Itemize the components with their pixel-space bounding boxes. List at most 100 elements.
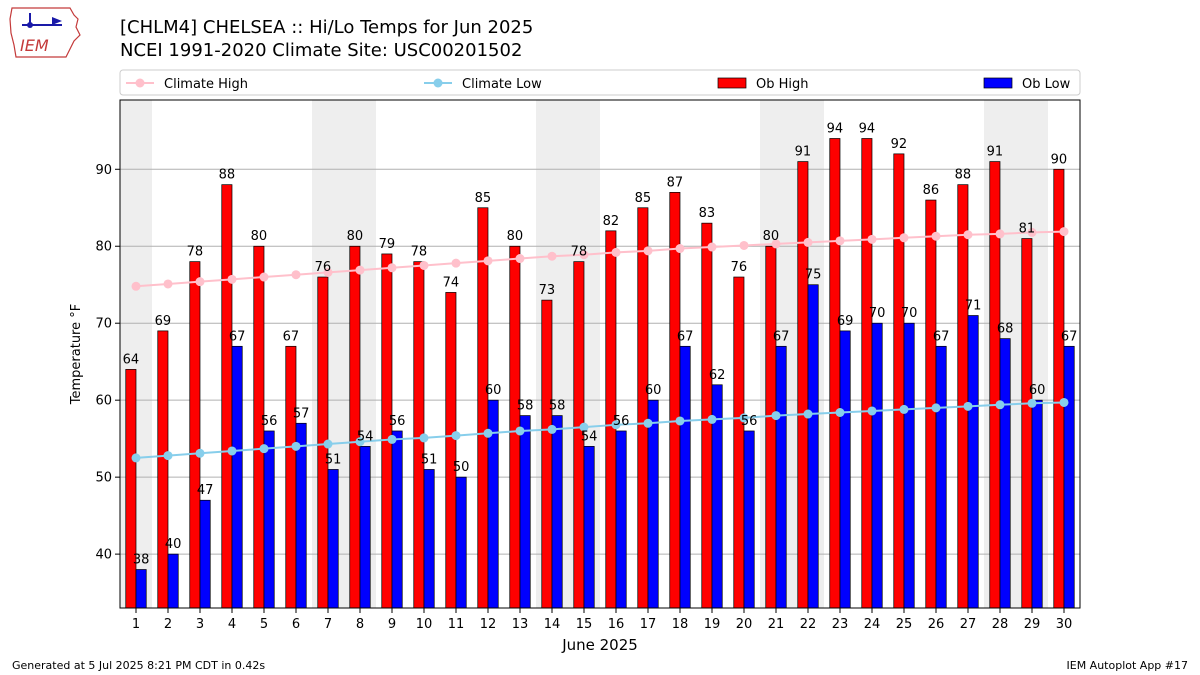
- ob-high-bar-18: [669, 192, 681, 609]
- iem-logo: IEM: [9, 7, 81, 58]
- ob-low-bar-28: [999, 338, 1011, 609]
- legend-label-climate-low: Climate Low: [462, 77, 542, 92]
- ob-high-label-1: 64: [123, 352, 140, 367]
- x-tick-label-10: 10: [416, 617, 433, 632]
- climate-high-point-11: [451, 258, 461, 268]
- ob-low-bar-21: [775, 345, 787, 609]
- ob-low-bar-30: [1063, 345, 1075, 609]
- ob-low-bar-20: [743, 430, 755, 609]
- x-tick-label-2: 2: [164, 617, 172, 632]
- x-tick-label-9: 9: [388, 617, 396, 632]
- x-tick-label-6: 6: [292, 617, 300, 632]
- ob-high-label-21: 80: [763, 229, 780, 244]
- climate-high-point-3: [195, 277, 205, 287]
- x-tick-label-29: 29: [1024, 617, 1041, 632]
- climate-high-point-25: [899, 233, 909, 243]
- ob-low-label-21: 67: [773, 329, 790, 344]
- ob-high-label-9: 79: [379, 237, 396, 252]
- ob-high-label-25: 92: [891, 137, 908, 152]
- y-tick-label-70: 70: [95, 317, 112, 332]
- ob-high-label-14: 73: [539, 283, 556, 298]
- ob-low-bar-10: [423, 469, 435, 609]
- climate-high-point-1: [131, 281, 141, 291]
- ob-low-bar-22: [807, 284, 819, 609]
- x-tick-label-13: 13: [512, 617, 529, 632]
- climate-low-point-25: [899, 404, 909, 414]
- y-axis-label: Temperature °F: [69, 304, 84, 405]
- ob-high-label-6: 67: [283, 329, 300, 344]
- ob-high-label-7: 76: [315, 260, 332, 275]
- climate-high-point-26: [931, 231, 941, 241]
- ob-high-label-13: 80: [507, 229, 524, 244]
- legend-swatch-ob-low: [983, 77, 1013, 89]
- ob-low-bar-18: [679, 345, 691, 609]
- ob-high-bar-14: [541, 299, 553, 609]
- climate-high-point-14: [547, 251, 557, 261]
- climate-low-point-21: [771, 411, 781, 421]
- ob-high-label-26: 86: [923, 183, 940, 198]
- ob-high-bar-6: [285, 345, 297, 609]
- ob-low-label-13: 58: [517, 399, 534, 414]
- climate-high-point-9: [387, 263, 397, 273]
- ob-low-label-6: 57: [293, 406, 310, 421]
- climate-high-point-23: [835, 236, 845, 246]
- ob-high-label-8: 80: [347, 229, 364, 244]
- x-tick-label-15: 15: [576, 617, 593, 632]
- ob-low-label-15: 54: [581, 429, 598, 444]
- ob-low-bar-2: [167, 553, 179, 609]
- ob-low-label-30: 67: [1061, 329, 1078, 344]
- x-tick-label-28: 28: [992, 617, 1009, 632]
- x-tick-label-25: 25: [896, 617, 913, 632]
- climate-low-point-23: [835, 407, 845, 417]
- y-tick-label-50: 50: [95, 471, 112, 486]
- ob-high-label-10: 78: [411, 245, 428, 260]
- ob-high-bar-20: [733, 276, 745, 609]
- ob-low-bar-24: [871, 322, 883, 609]
- legend-marker-climate-low: [433, 78, 443, 88]
- ob-high-label-19: 83: [699, 206, 716, 221]
- ob-low-label-18: 67: [677, 329, 694, 344]
- legend-swatch-ob-high: [717, 77, 747, 89]
- ob-high-bar-2: [157, 330, 169, 609]
- ob-high-label-12: 85: [475, 191, 492, 206]
- ob-high-label-15: 78: [571, 245, 588, 260]
- ob-high-label-28: 91: [987, 145, 1004, 160]
- ob-high-bar-28: [989, 161, 1001, 609]
- climate-high-point-8: [355, 265, 365, 275]
- climate-high-point-21: [771, 239, 781, 249]
- ob-high-bar-22: [797, 161, 809, 609]
- climate-low-point-6: [291, 441, 301, 451]
- ob-low-label-7: 51: [325, 452, 342, 467]
- ob-low-bar-7: [327, 469, 339, 609]
- ob-low-label-29: 60: [1029, 383, 1046, 398]
- chart-subtitle: NCEI 1991-2020 Climate Site: USC00201502: [120, 40, 523, 61]
- x-tick-label-20: 20: [736, 617, 753, 632]
- ob-high-bar-17: [637, 207, 649, 609]
- iowa-outline-icon: [9, 7, 81, 58]
- climate-low-point-29: [1027, 398, 1037, 408]
- ob-low-bar-23: [839, 330, 851, 609]
- ob-high-label-11: 74: [443, 275, 460, 290]
- ob-low-bar-27: [967, 315, 979, 609]
- climate-high-point-16: [611, 247, 621, 257]
- climate-low-point-10: [419, 433, 429, 443]
- x-tick-label-4: 4: [228, 617, 236, 632]
- ob-low-bar-14: [551, 415, 563, 609]
- ob-low-bar-29: [1031, 399, 1043, 609]
- ob-low-label-14: 58: [549, 399, 566, 414]
- climate-high-point-20: [739, 240, 749, 250]
- climate-high-point-19: [707, 242, 717, 252]
- x-tick-label-18: 18: [672, 617, 689, 632]
- climate-low-point-4: [227, 446, 237, 456]
- climate-low-point-9: [387, 434, 397, 444]
- x-tick-label-5: 5: [260, 617, 268, 632]
- ob-low-label-1: 38: [133, 553, 150, 568]
- ob-high-label-3: 78: [187, 245, 204, 260]
- ob-low-label-3: 47: [197, 483, 214, 498]
- x-tick-label-17: 17: [640, 617, 657, 632]
- climate-low-point-2: [163, 451, 173, 461]
- ob-low-bar-4: [231, 345, 243, 609]
- ob-high-label-22: 91: [795, 145, 812, 160]
- ob-low-bar-11: [455, 476, 467, 609]
